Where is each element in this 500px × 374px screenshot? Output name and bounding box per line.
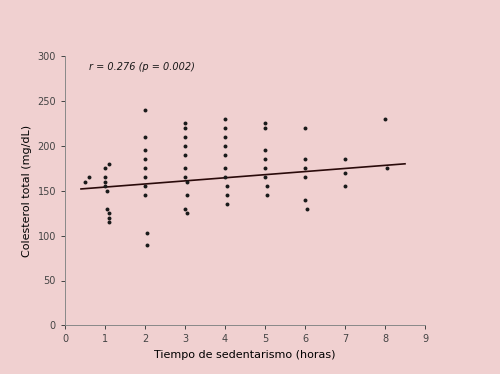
- Point: [221, 152, 229, 158]
- Point: [261, 125, 269, 131]
- Point: [143, 242, 151, 248]
- Point: [263, 183, 271, 189]
- Point: [141, 107, 149, 113]
- Point: [303, 206, 311, 212]
- X-axis label: Tiempo de sedentarismo (horas): Tiempo de sedentarismo (horas): [154, 350, 336, 360]
- Text: r = 0.276 (p = 0.002): r = 0.276 (p = 0.002): [89, 62, 195, 73]
- Point: [141, 156, 149, 162]
- Point: [221, 125, 229, 131]
- Point: [105, 161, 113, 167]
- Point: [101, 183, 109, 189]
- Point: [341, 156, 349, 162]
- Point: [221, 165, 229, 171]
- Point: [301, 125, 309, 131]
- Point: [181, 125, 189, 131]
- Point: [105, 219, 113, 225]
- Point: [141, 134, 149, 140]
- Point: [101, 179, 109, 185]
- Point: [183, 210, 191, 216]
- Point: [301, 197, 309, 203]
- Point: [341, 183, 349, 189]
- Point: [181, 206, 189, 212]
- Point: [221, 174, 229, 180]
- Point: [261, 165, 269, 171]
- Point: [101, 165, 109, 171]
- Point: [221, 134, 229, 140]
- Point: [141, 192, 149, 198]
- Point: [181, 165, 189, 171]
- Point: [183, 179, 191, 185]
- Point: [261, 147, 269, 153]
- Point: [141, 165, 149, 171]
- Point: [103, 188, 111, 194]
- Point: [301, 165, 309, 171]
- Point: [141, 174, 149, 180]
- Point: [221, 143, 229, 149]
- Point: [141, 147, 149, 153]
- Point: [221, 116, 229, 122]
- Point: [383, 165, 391, 171]
- Point: [261, 156, 269, 162]
- Point: [263, 192, 271, 198]
- Point: [381, 116, 389, 122]
- Point: [181, 152, 189, 158]
- Point: [181, 134, 189, 140]
- Point: [341, 170, 349, 176]
- Point: [105, 210, 113, 216]
- Point: [223, 183, 231, 189]
- Point: [181, 120, 189, 126]
- Point: [301, 174, 309, 180]
- Point: [81, 179, 89, 185]
- Point: [141, 183, 149, 189]
- Y-axis label: Colesterol total (mg/dL): Colesterol total (mg/dL): [22, 125, 32, 257]
- Point: [223, 192, 231, 198]
- Point: [223, 201, 231, 207]
- Point: [103, 206, 111, 212]
- Point: [105, 215, 113, 221]
- Point: [261, 120, 269, 126]
- Point: [101, 174, 109, 180]
- Point: [261, 174, 269, 180]
- Point: [301, 156, 309, 162]
- Point: [183, 192, 191, 198]
- Point: [143, 230, 151, 236]
- Point: [181, 174, 189, 180]
- Point: [85, 174, 93, 180]
- Point: [181, 143, 189, 149]
